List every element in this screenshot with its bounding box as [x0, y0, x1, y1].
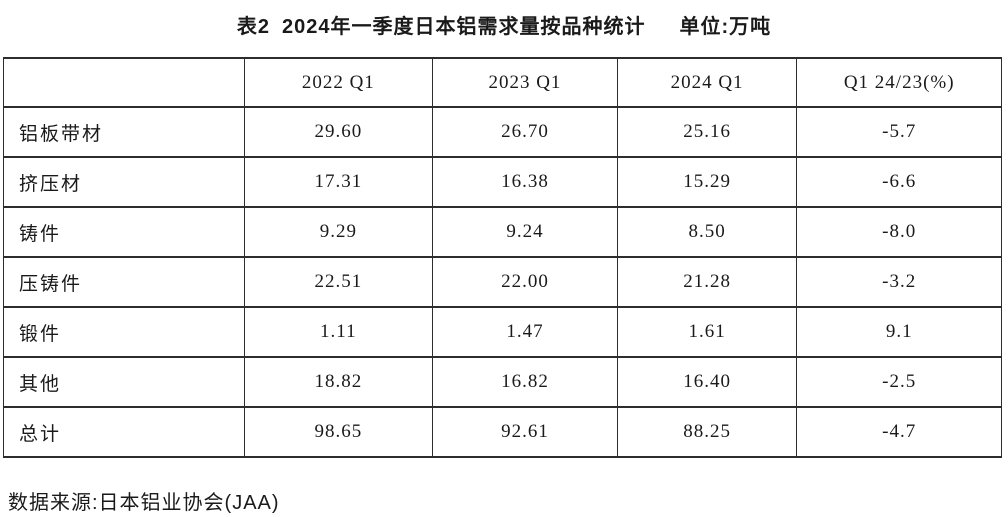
column-header-blank — [3, 57, 245, 108]
cell-value: 16.38 — [432, 156, 618, 208]
row-label: 铸件 — [3, 206, 245, 258]
cell-value: 25.16 — [616, 106, 798, 158]
row-label: 锻件 — [3, 306, 245, 358]
cell-value: -3.2 — [796, 256, 1002, 308]
source-note: 数据来源:日本铝业协会(JAA) — [8, 492, 280, 514]
cell-value: 16.40 — [616, 356, 798, 408]
cell-value: 88.25 — [616, 406, 798, 458]
table-row: 铸件 9.29 9.24 8.50 -8.0 — [3, 206, 1002, 258]
table-number: 表2 — [236, 16, 270, 38]
row-label: 挤压材 — [3, 156, 245, 208]
cell-value: 18.82 — [243, 356, 434, 408]
column-header-2022q1: 2022 Q1 — [243, 57, 434, 108]
column-header-yoy: Q1 24/23(%) — [796, 57, 1002, 108]
header-row: 2022 Q1 2023 Q1 2024 Q1 Q1 24/23(%) — [3, 57, 1002, 108]
cell-value: 1.11 — [243, 306, 434, 358]
table-row: 铝板带材 29.60 26.70 25.16 -5.7 — [3, 106, 1002, 158]
cell-value: -4.7 — [796, 406, 1002, 458]
cell-value: 16.82 — [432, 356, 618, 408]
table-row: 其他 18.82 16.82 16.40 -2.5 — [3, 356, 1002, 408]
cell-value: 1.61 — [616, 306, 798, 358]
table-row: 压铸件 22.51 22.00 21.28 -3.2 — [3, 256, 1002, 308]
cell-value: 9.29 — [243, 206, 434, 258]
row-label: 铝板带材 — [3, 106, 245, 158]
table-title-text: 2024年一季度日本铝需求量按品种统计 — [281, 16, 646, 38]
cell-value: -8.0 — [796, 206, 1002, 258]
cell-value: 9.1 — [796, 306, 1002, 358]
cell-value: 92.61 — [432, 406, 618, 458]
cell-value: -6.6 — [796, 156, 1002, 208]
cell-value: 1.47 — [432, 306, 618, 358]
cell-value: 9.24 — [432, 206, 618, 258]
cell-value: 98.65 — [243, 406, 434, 458]
cell-value: 26.70 — [432, 106, 618, 158]
row-label: 其他 — [3, 356, 245, 408]
row-label: 总计 — [3, 406, 245, 458]
table-row-total: 总计 98.65 92.61 88.25 -4.7 — [3, 406, 1002, 458]
page-title: 表2 2024年一季度日本铝需求量按品种统计 单位:万吨 — [0, 10, 1008, 39]
table-row: 挤压材 17.31 16.38 15.29 -6.6 — [3, 156, 1002, 208]
unit-label: 单位:万吨 — [679, 16, 772, 38]
cell-value: 15.29 — [616, 156, 798, 208]
aluminum-demand-table: 2022 Q1 2023 Q1 2024 Q1 Q1 24/23(%) 铝板带材… — [3, 57, 1002, 458]
column-header-2023q1: 2023 Q1 — [432, 57, 618, 108]
cell-value: -2.5 — [796, 356, 1002, 408]
cell-value: 22.51 — [243, 256, 434, 308]
cell-value: 17.31 — [243, 156, 434, 208]
cell-value: 29.60 — [243, 106, 434, 158]
column-header-2024q1: 2024 Q1 — [616, 57, 798, 108]
cell-value: 21.28 — [616, 256, 798, 308]
cell-value: 22.00 — [432, 256, 618, 308]
table-row: 锻件 1.11 1.47 1.61 9.1 — [3, 306, 1002, 358]
row-label: 压铸件 — [3, 256, 245, 308]
cell-value: 8.50 — [616, 206, 798, 258]
cell-value: -5.7 — [796, 106, 1002, 158]
